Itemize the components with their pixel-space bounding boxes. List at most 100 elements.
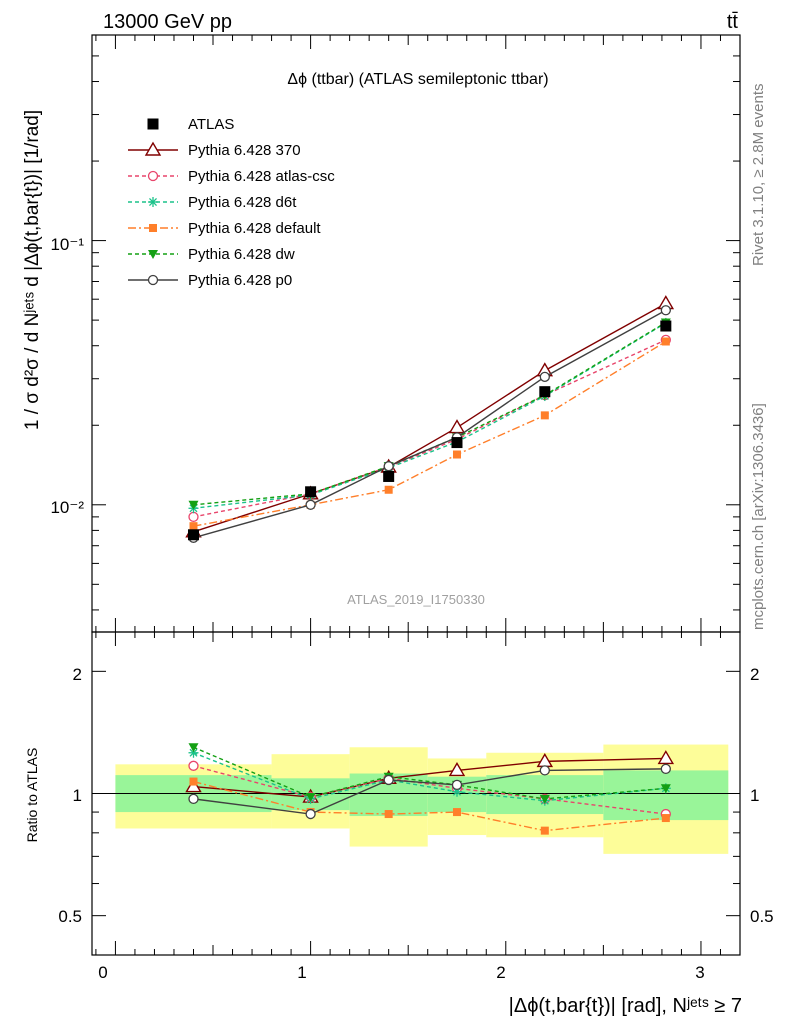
point-ratio-dw bbox=[305, 793, 316, 803]
legend-marker bbox=[148, 197, 158, 207]
main-ytick-label-1e-1: 10⁻¹ bbox=[50, 235, 84, 254]
legend-marker bbox=[147, 170, 159, 182]
data-point bbox=[187, 529, 199, 541]
main-ytick-label-1e-2: 10⁻² bbox=[50, 498, 84, 517]
legend-marker bbox=[147, 274, 159, 286]
point-ratio-default bbox=[189, 777, 198, 786]
point-ratio-p0 bbox=[451, 779, 463, 791]
legend-label: ATLAS bbox=[188, 116, 234, 133]
xtick-label-1: 1 bbox=[297, 963, 306, 982]
ratio-ytick-label-1: 1 bbox=[73, 786, 82, 805]
series-p370 bbox=[185, 295, 675, 803]
series-line-ratio-d6t bbox=[193, 752, 666, 802]
legend-entry-atlascsc: Pythia 6.428 atlas-csc bbox=[128, 168, 335, 185]
series-line-ratio-p0 bbox=[193, 768, 666, 815]
legend-label: Pythia 6.428 d6t bbox=[188, 194, 297, 211]
point-main-p0 bbox=[383, 461, 394, 472]
point-main-p0 bbox=[660, 305, 671, 316]
point-main-p0 bbox=[305, 499, 316, 510]
rivet-label: Rivet 3.1.10, ≥ 2.8M events bbox=[750, 84, 767, 267]
legend-label: Pythia 6.428 370 bbox=[188, 142, 301, 159]
star-marker-stroke bbox=[189, 748, 198, 757]
data-point bbox=[383, 470, 395, 482]
point-ratio-p0 bbox=[305, 808, 316, 820]
point-main-p0 bbox=[539, 371, 550, 382]
ratio-ytick-label-right-0.5: 0.5 bbox=[750, 907, 774, 926]
point-ratio-dw bbox=[539, 794, 550, 804]
xtick-label-3: 3 bbox=[695, 963, 704, 982]
series-d6t bbox=[188, 317, 671, 806]
axes-frame bbox=[91, 34, 741, 956]
legend-label: Pythia 6.428 dw bbox=[188, 246, 295, 263]
legend-entry-data: ATLAS bbox=[147, 116, 234, 133]
point-ratio-p370 bbox=[448, 762, 466, 777]
legend-entry-p370: Pythia 6.428 370 bbox=[128, 141, 301, 159]
ratio-ytick-label-2: 2 bbox=[73, 665, 82, 684]
series-data bbox=[187, 320, 672, 541]
point-ratio-p0 bbox=[660, 763, 671, 775]
point-ratio-p0 bbox=[383, 774, 394, 786]
series-line-main-d6t bbox=[193, 322, 667, 509]
header-process-label: tt̄ bbox=[727, 11, 739, 33]
legend-label: Pythia 6.428 default bbox=[188, 220, 321, 237]
point-ratio-dw bbox=[188, 743, 199, 753]
series-line-main-default bbox=[193, 340, 667, 527]
legend-marker bbox=[149, 224, 157, 232]
x-axis-label: |Δϕ(t,bar{t})| [rad], Nʲᵉᵗˢ ≥ 7 bbox=[509, 995, 742, 1017]
legend-entry-dw: Pythia 6.428 dw bbox=[128, 246, 295, 263]
legend-entry-p0: Pythia 6.428 p0 bbox=[128, 272, 292, 289]
point-ratio-atlascsc bbox=[188, 760, 199, 771]
ratio-ytick-label-right-2: 2 bbox=[750, 665, 759, 684]
data-point bbox=[660, 320, 672, 332]
mcplots-label: mcplots.cern.ch [arXiv:1306.3436] bbox=[750, 403, 767, 630]
point-main-default bbox=[661, 337, 670, 346]
legend-entry-d6t: Pythia 6.428 d6t bbox=[128, 194, 297, 211]
point-main-atlascsc bbox=[188, 511, 199, 523]
point-ratio-p0 bbox=[539, 765, 550, 776]
data-point bbox=[305, 486, 317, 498]
legend-label: Pythia 6.428 p0 bbox=[188, 272, 292, 289]
point-main-default bbox=[189, 522, 198, 531]
point-main-p370 bbox=[448, 419, 466, 434]
point-ratio-default bbox=[661, 814, 670, 823]
xtick-label-2: 2 bbox=[496, 963, 505, 982]
series-line-main-dw bbox=[193, 321, 667, 506]
series-line-ratio-p370 bbox=[193, 757, 666, 798]
point-ratio-p370 bbox=[185, 778, 202, 793]
legend-marker bbox=[148, 250, 158, 259]
point-main-default bbox=[452, 450, 461, 459]
point-ratio-p0 bbox=[188, 793, 199, 805]
main-y-axis-label: 1 / σ d²σ / d Nʲᵉᵗˢ d |Δϕ(t,bar{t})| [1/… bbox=[22, 110, 43, 430]
star-marker-stroke bbox=[149, 198, 157, 206]
legend: ATLAS Pythia 6.428 370 Pythia 6.428 atlas-… bbox=[128, 116, 335, 289]
point-ratio-default bbox=[452, 808, 461, 817]
legend-label: Pythia 6.428 atlas-csc bbox=[188, 168, 335, 185]
series-line-ratio-dw bbox=[193, 746, 666, 800]
xtick-label-0: 0 bbox=[98, 963, 107, 982]
point-ratio-default bbox=[540, 826, 549, 835]
series-layer bbox=[185, 295, 675, 835]
series-line-main-p370 bbox=[193, 302, 667, 533]
point-ratio-dw bbox=[660, 784, 671, 794]
ratio-ytick-label-right-1: 1 bbox=[750, 786, 759, 805]
point-ratio-p370 bbox=[657, 750, 675, 765]
ratio-y-axis-label: Ratio to ATLAS bbox=[24, 748, 40, 843]
data-point bbox=[451, 437, 463, 449]
legend-entry-default: Pythia 6.428 default bbox=[128, 220, 321, 237]
legend-marker bbox=[147, 118, 159, 130]
analysis-watermark: ATLAS_2019_I1750330 bbox=[347, 592, 485, 607]
plot-title: Δϕ (ttbar) (ATLAS semileptonic ttbar) bbox=[287, 71, 548, 88]
point-ratio-default bbox=[384, 810, 393, 819]
data-point bbox=[539, 386, 551, 398]
point-main-dw bbox=[188, 500, 199, 510]
point-main-default bbox=[540, 411, 549, 420]
legend-marker bbox=[144, 141, 162, 156]
series-line-ratio-default bbox=[193, 780, 666, 832]
point-main-default bbox=[384, 485, 393, 494]
header-energy-label: 13000 GeV pp bbox=[103, 11, 232, 33]
series-atlascsc bbox=[188, 334, 671, 820]
series-line-main-p0 bbox=[193, 309, 667, 539]
ratio-uncertainty-bands bbox=[115, 744, 729, 854]
ratio-ytick-label-0.5: 0.5 bbox=[58, 907, 82, 926]
